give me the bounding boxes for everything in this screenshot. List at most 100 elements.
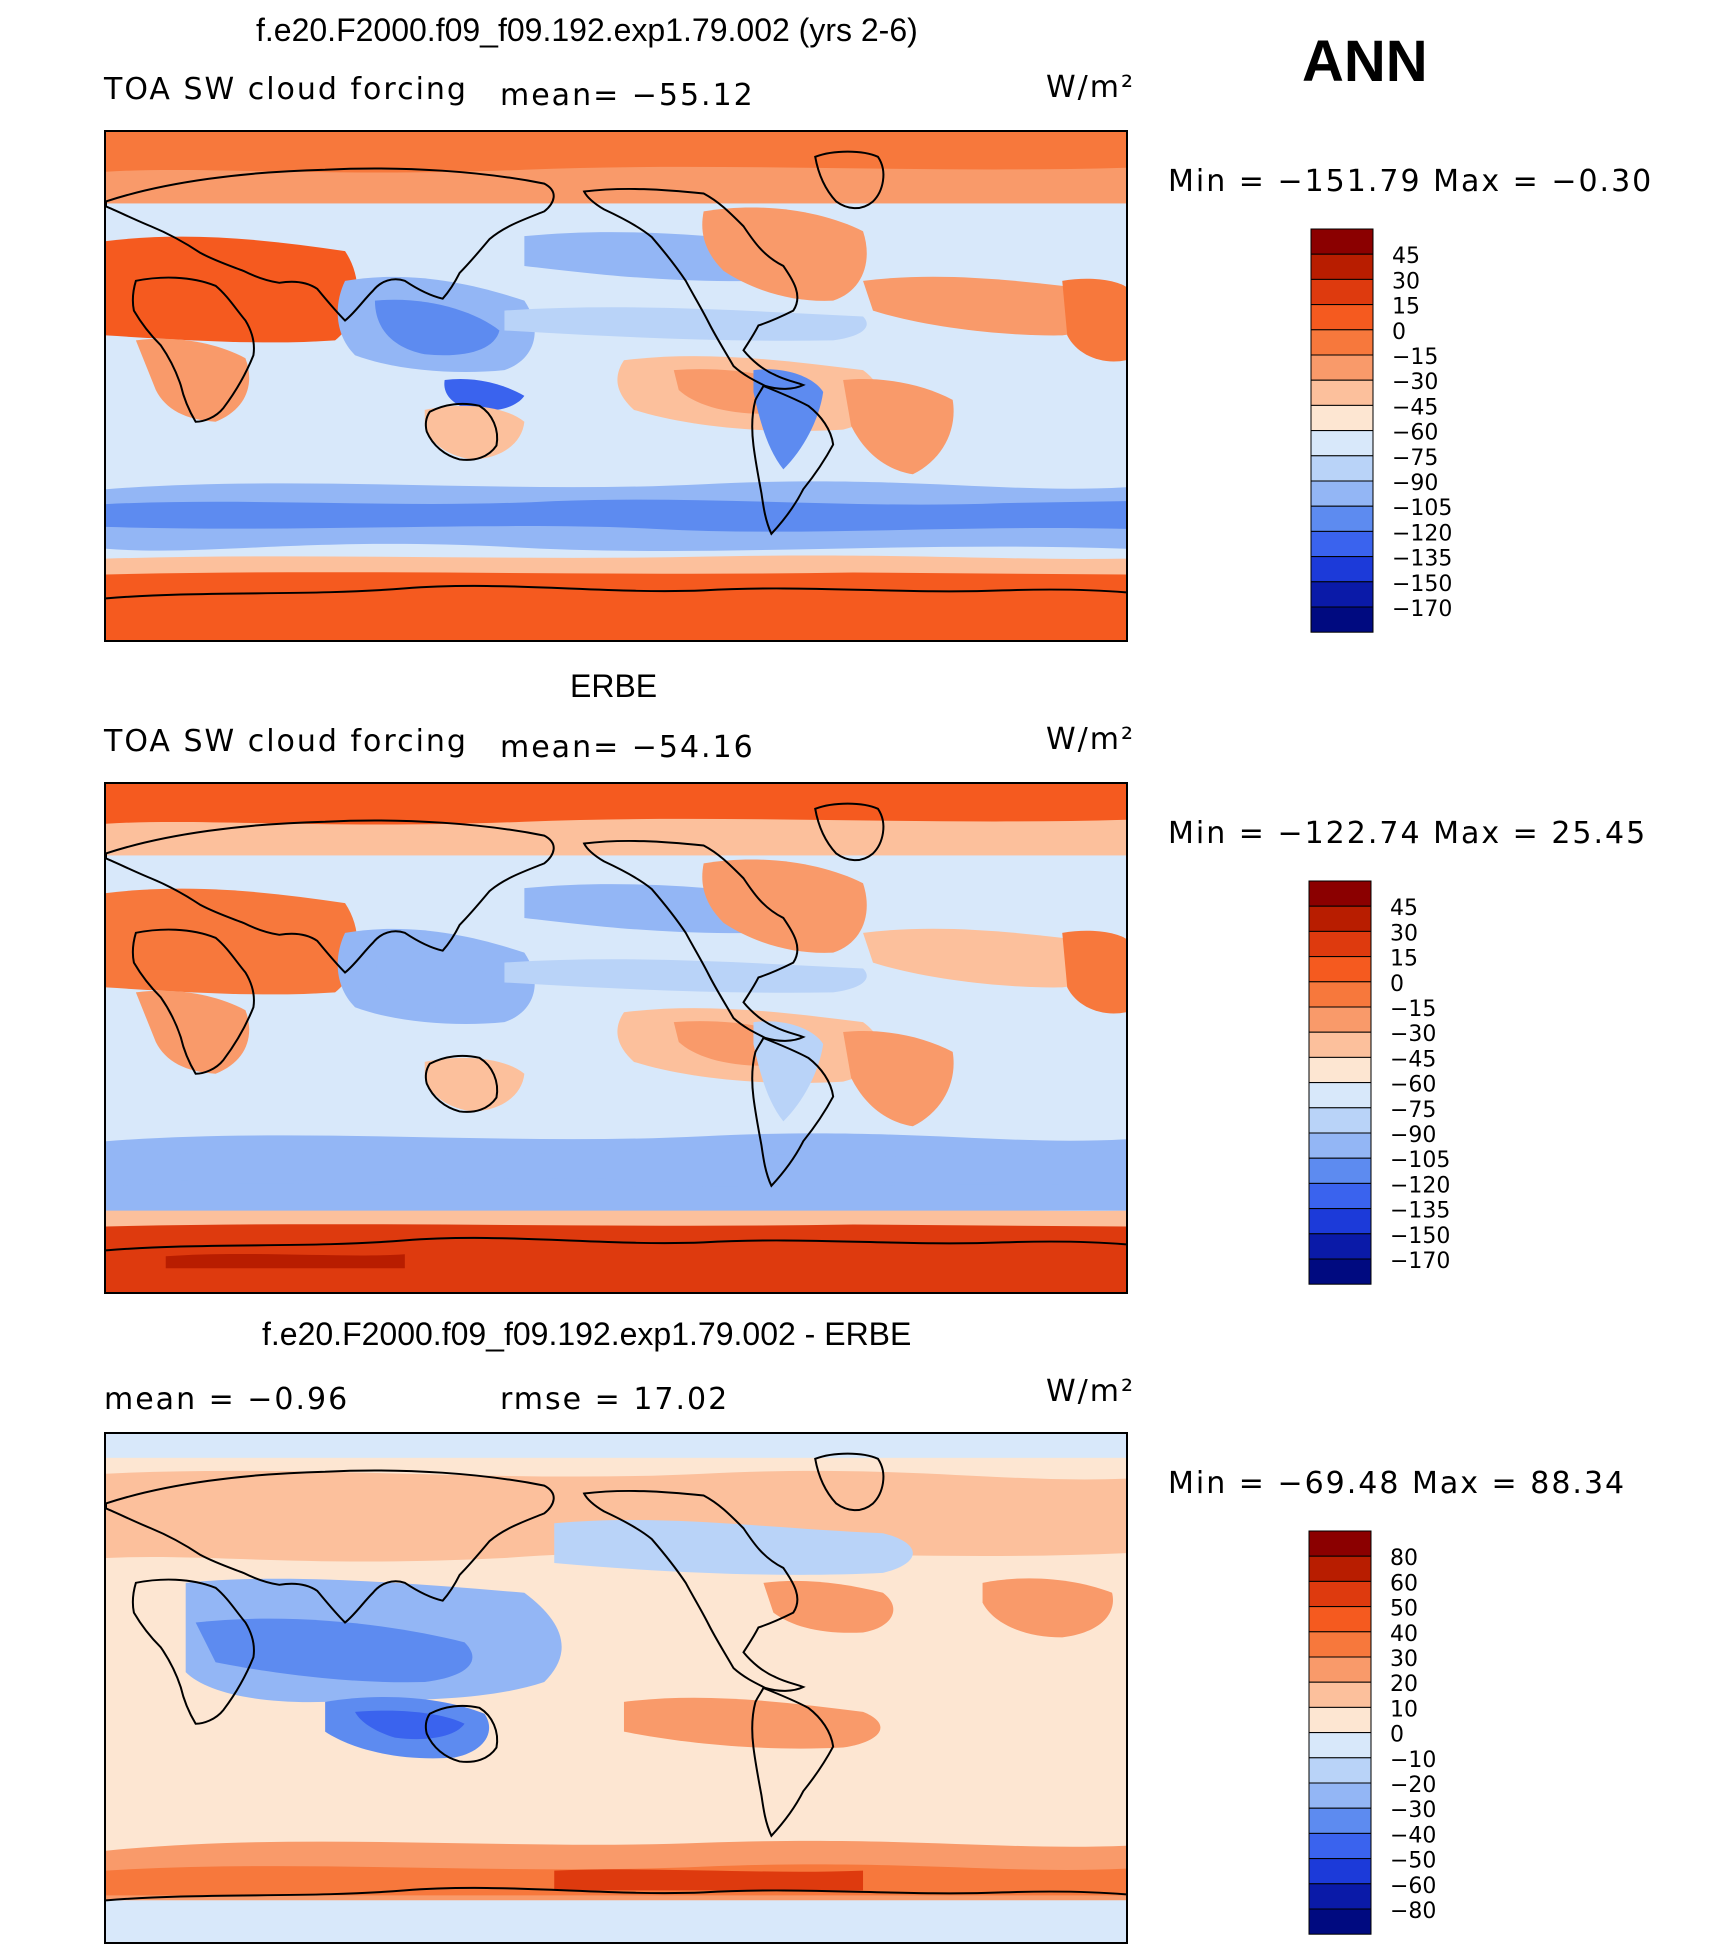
colorbar-box bbox=[1308, 956, 1372, 983]
colorbar-box bbox=[1308, 1233, 1372, 1260]
colorbar-level-label: 15 bbox=[1390, 947, 1418, 972]
colorbar-level-label: −60 bbox=[1390, 1874, 1436, 1899]
coastline bbox=[751, 1686, 835, 1838]
panel-3-minmax: Min = −69.48 Max = 88.34 bbox=[1168, 1466, 1627, 1501]
colorbar-box bbox=[1310, 480, 1374, 507]
colorbar-level-label: 0 bbox=[1390, 972, 1404, 997]
colorbar-level-label: −135 bbox=[1390, 1199, 1450, 1224]
colorbar-level-label: −80 bbox=[1390, 1899, 1436, 1924]
colorbar-level-label: −120 bbox=[1392, 521, 1452, 546]
colorbar-box bbox=[1308, 880, 1372, 907]
colorbar-box bbox=[1308, 1832, 1372, 1860]
colorbar-box bbox=[1310, 556, 1374, 583]
colorbar-level-label: −10 bbox=[1390, 1748, 1436, 1773]
colorbar-level-label: −30 bbox=[1390, 1798, 1436, 1823]
panel-1-minmax: Min = −151.79 Max = −0.30 bbox=[1168, 164, 1654, 199]
colorbar-level-label: −30 bbox=[1390, 1022, 1436, 1047]
colorbar-box bbox=[1310, 430, 1374, 457]
coastline bbox=[106, 1236, 1126, 1252]
coastline bbox=[131, 1578, 255, 1725]
coastline bbox=[424, 1704, 499, 1763]
panel-1-variable-label: TOA SW cloud forcing bbox=[104, 72, 468, 107]
colorbar-box bbox=[1308, 1082, 1372, 1109]
colorbar-level-label: 40 bbox=[1390, 1622, 1418, 1647]
colorbar-level-label: −60 bbox=[1392, 421, 1438, 446]
coastline bbox=[814, 1452, 885, 1512]
colorbar-level-label: −150 bbox=[1390, 1224, 1450, 1249]
colorbar-box bbox=[1310, 404, 1374, 432]
colorbar-level-label: −45 bbox=[1392, 395, 1438, 420]
panel-3-mean-label: mean = −0.96 bbox=[104, 1382, 350, 1417]
coastlines bbox=[106, 802, 1126, 1252]
colorbar-level-label: 60 bbox=[1390, 1571, 1418, 1596]
colorbar-box bbox=[1308, 1555, 1372, 1582]
colorbar-box bbox=[1310, 253, 1374, 280]
colorbar-box bbox=[1308, 1530, 1372, 1557]
coastline bbox=[751, 384, 835, 536]
colorbar-level-label: −60 bbox=[1390, 1073, 1436, 1098]
colorbar-level-label: −15 bbox=[1390, 997, 1436, 1022]
colorbar-level-label: −15 bbox=[1392, 345, 1438, 370]
colorbar-box bbox=[1308, 1732, 1372, 1759]
colorbar-level-label: −120 bbox=[1390, 1173, 1450, 1198]
panel-2-mean-label: mean= −54.16 bbox=[500, 730, 755, 765]
colorbar-box bbox=[1308, 1706, 1372, 1734]
coastline bbox=[582, 1489, 806, 1692]
colorbar-box bbox=[1308, 981, 1372, 1008]
colorbar-box bbox=[1308, 1258, 1372, 1285]
panel-2-colorbar: 45 30 15 0 −15 −30 −45 −60 −75 −90 −105 −120 −135 −15… bbox=[1308, 880, 1488, 1287]
colorbar-box bbox=[1308, 1606, 1372, 1633]
colorbar-svg: 4530150−15−30−45−60−75−90−105−120−135−15… bbox=[1310, 228, 1452, 633]
panel-2-units: W/m² bbox=[1046, 722, 1136, 757]
panel-1-units: W/m² bbox=[1046, 70, 1136, 105]
colorbar-level-label: 45 bbox=[1392, 244, 1420, 269]
panel-2-map bbox=[104, 782, 1128, 1294]
colorbar-level-label: 80 bbox=[1390, 1546, 1418, 1571]
colorbar-level-label: −20 bbox=[1390, 1773, 1436, 1798]
coastline bbox=[106, 819, 555, 974]
colorbar-box bbox=[1308, 1208, 1372, 1235]
coastline bbox=[106, 1886, 1126, 1902]
colorbar-box bbox=[1308, 1858, 1372, 1885]
colorbar-box bbox=[1308, 1031, 1372, 1058]
colorbar-box bbox=[1308, 1132, 1372, 1159]
panel-3-colorbar: 80 60 50 40 30 20 10 0 −10 −20 −30 −40 −50 −60 −80 bbox=[1308, 1530, 1488, 1937]
coastline bbox=[424, 402, 499, 461]
colorbar-box bbox=[1310, 379, 1374, 406]
colorbar-box bbox=[1308, 1631, 1372, 1658]
panel-2-title: ERBE bbox=[570, 668, 658, 704]
panel-3-rmse-label: rmse = 17.02 bbox=[500, 1382, 730, 1417]
colorbar-level-label: −50 bbox=[1390, 1849, 1436, 1874]
coastline bbox=[106, 167, 555, 322]
colorbar-box bbox=[1308, 1056, 1372, 1084]
season-label: ANN bbox=[1302, 29, 1428, 94]
colorbar-level-label: 0 bbox=[1392, 320, 1406, 345]
colorbar-box bbox=[1310, 354, 1374, 381]
colorbar-box bbox=[1308, 1656, 1372, 1683]
panel-1-colorbar: 45 30 15 0 −15 −30 −45 −60 −75 −90 −105 −120 −135 −15… bbox=[1310, 228, 1490, 635]
colorbar-box bbox=[1310, 228, 1374, 255]
coastline bbox=[814, 802, 885, 862]
coastline bbox=[814, 150, 885, 210]
colorbar-box bbox=[1308, 1182, 1372, 1210]
colorbar-box bbox=[1308, 905, 1372, 932]
colorbar-box bbox=[1308, 1807, 1372, 1834]
colorbar-level-label: 15 bbox=[1392, 295, 1420, 320]
panel-1-map bbox=[104, 130, 1128, 642]
colorbar-level-label: −90 bbox=[1390, 1123, 1436, 1148]
colorbar-level-label: 10 bbox=[1390, 1697, 1418, 1722]
colorbar-level-label: 50 bbox=[1390, 1597, 1418, 1622]
panel-2-minmax: Min = −122.74 Max = 25.45 bbox=[1168, 816, 1648, 851]
panel-3-map bbox=[104, 1432, 1128, 1944]
coastline bbox=[424, 1054, 499, 1113]
colorbar-level-label: −40 bbox=[1390, 1823, 1436, 1848]
colorbar-level-label: 0 bbox=[1390, 1723, 1404, 1748]
colorbar-level-label: −45 bbox=[1390, 1047, 1436, 1072]
colorbar-box bbox=[1310, 455, 1374, 482]
colorbar-level-label: −75 bbox=[1390, 1098, 1436, 1123]
colorbar-box bbox=[1310, 505, 1374, 532]
colorbar-box bbox=[1310, 278, 1374, 306]
coastline bbox=[106, 1469, 555, 1624]
colorbar-level-label: −170 bbox=[1390, 1249, 1450, 1274]
